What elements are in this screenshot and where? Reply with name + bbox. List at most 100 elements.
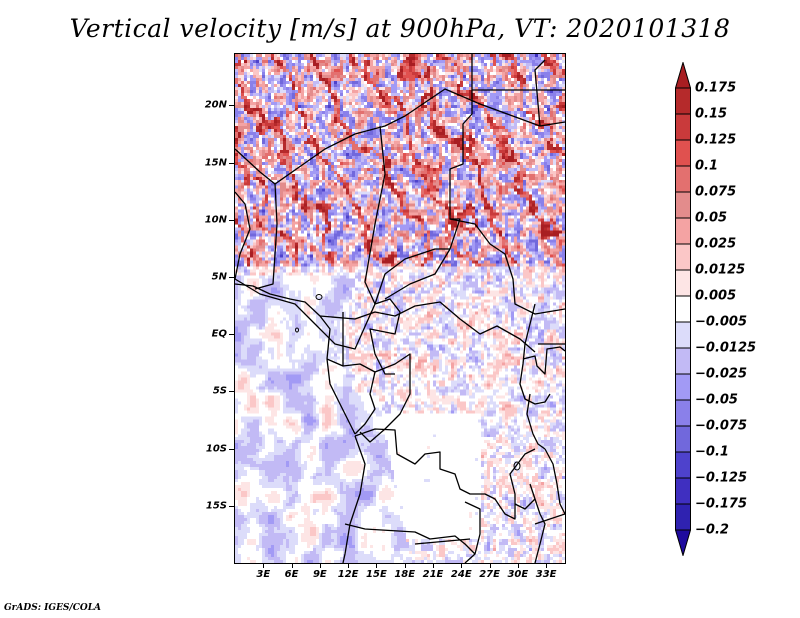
colorbar-swatch (675, 243, 691, 271)
border-line (404, 88, 565, 127)
colorbar-extend-min (675, 529, 691, 556)
y-tick (229, 334, 235, 335)
colorbar-label: 0.1 (695, 158, 719, 174)
colorbar-swatch (675, 295, 691, 323)
x-tick-label: 30E (507, 569, 529, 580)
chart-title: Vertical velocity [m/s] at 900hPa, VT: 2… (69, 14, 731, 43)
border-line (319, 301, 536, 353)
y-tick-label: 5S (212, 385, 227, 397)
colorbar-label: 0.075 (695, 184, 737, 200)
border-line (326, 358, 356, 435)
y-tick (229, 277, 235, 278)
border-line (526, 393, 546, 450)
colorbar-swatch (675, 87, 691, 115)
colorbar-label: −0.1 (695, 444, 729, 460)
colorbar-swatch (675, 321, 691, 349)
x-tick-label: 12E (337, 569, 359, 580)
border-line (544, 448, 565, 515)
border-line (254, 183, 278, 290)
colorbar-label: −0.005 (695, 314, 748, 330)
colorbar-swatch (675, 113, 691, 141)
x-tick (320, 563, 321, 568)
x-tick (292, 563, 293, 568)
grads-credit: GrADS: IGES/COLA (4, 603, 102, 613)
border-line (235, 191, 251, 280)
colorbar-swatch (675, 373, 691, 401)
x-tick-label: 6E (284, 569, 299, 580)
colorbar-label: 0.005 (695, 288, 737, 304)
colorbar-label: −0.2 (695, 522, 729, 538)
x-tick (461, 563, 462, 568)
border-line (534, 513, 565, 525)
colorbar-swatch (675, 399, 691, 427)
colorbar-label: −0.075 (695, 418, 748, 434)
border-line (464, 501, 481, 563)
colorbar-label: −0.175 (695, 496, 748, 512)
colorbar-label: −0.125 (695, 470, 748, 486)
vertical-velocity-field (235, 54, 565, 563)
border-line (522, 346, 565, 375)
y-tick (229, 105, 235, 106)
border-line (514, 498, 536, 510)
colorbar-label: −0.0125 (695, 340, 757, 356)
lake-outline (513, 461, 521, 471)
colorbar-swatch (675, 451, 691, 479)
colorbar-label: 0.0125 (695, 262, 746, 278)
y-tick (229, 163, 235, 164)
x-tick (376, 563, 377, 568)
x-tick-label: 24E (450, 569, 472, 580)
x-tick (546, 563, 547, 568)
y-tick (229, 449, 235, 450)
colorbar-swatch (675, 503, 691, 531)
island-outline (295, 327, 299, 333)
border-line (342, 435, 366, 563)
border-line (235, 278, 401, 375)
lake-outline (315, 294, 323, 300)
border-line (449, 218, 565, 315)
x-tick-label: 15E (366, 569, 387, 580)
colorbar-swatch (675, 165, 691, 193)
border-line (529, 483, 546, 563)
y-tick-label: 15N (204, 157, 227, 169)
colorbar-swatch (675, 425, 691, 453)
x-tick (518, 563, 519, 568)
country-borders (235, 54, 565, 563)
x-tick-label: 33E (535, 569, 557, 580)
colorbar-label: 0.025 (695, 236, 737, 252)
border-line (364, 125, 386, 305)
x-tick-label: 21E (422, 569, 444, 580)
y-tick-label: 20N (204, 99, 227, 111)
x-tick-label: 9E (312, 569, 327, 580)
border-line (519, 303, 551, 405)
colorbar-label: −0.05 (695, 392, 738, 408)
colorbar-label: 0.175 (695, 80, 737, 96)
y-tick-label: 15S (205, 500, 227, 512)
x-tick (490, 563, 491, 568)
border-line (414, 538, 471, 545)
border-line (344, 523, 476, 555)
y-tick-label: EQ (211, 328, 227, 340)
border-line (235, 283, 331, 360)
x-tick (348, 563, 349, 568)
border-line (342, 363, 376, 435)
colorbar-swatch (675, 477, 691, 505)
colorbar-label: 0.15 (695, 106, 728, 122)
x-tick (263, 563, 264, 568)
y-tick (229, 220, 235, 221)
colorbar-swatch (675, 347, 691, 375)
border-line (534, 59, 546, 127)
map-plot-area (235, 54, 565, 563)
colorbar-label: 0.05 (695, 210, 728, 226)
y-tick-label: 10S (205, 443, 227, 455)
colorbar-swatch (675, 139, 691, 167)
colorbar-swatch (675, 191, 691, 219)
x-tick (405, 563, 406, 568)
x-tick-label: 3E (256, 569, 271, 580)
colorbar (675, 62, 691, 556)
x-tick-label: 18E (394, 569, 416, 580)
border-line (235, 115, 406, 185)
x-tick (433, 563, 434, 568)
colorbar-swatch (675, 217, 691, 245)
y-tick-label: 5N (211, 271, 227, 283)
border-line (359, 353, 411, 443)
